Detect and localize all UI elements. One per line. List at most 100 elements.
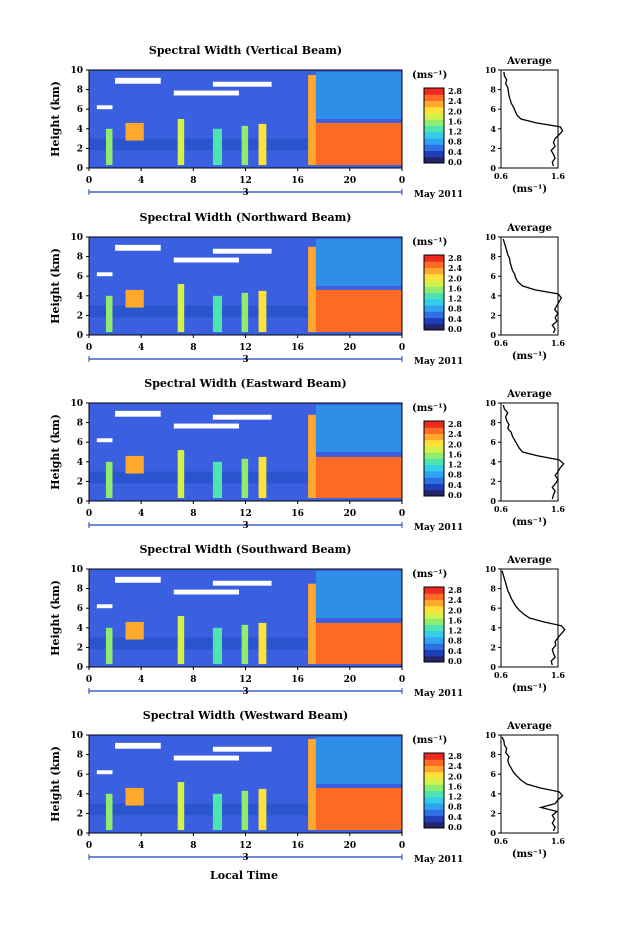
profile-frame bbox=[500, 734, 559, 834]
x-axis-label: Local Time bbox=[210, 869, 278, 882]
colorbar-swatch bbox=[424, 267, 444, 275]
colorbar-tick-label: 0.4 bbox=[448, 812, 462, 822]
profile-y-tick-label: 4 bbox=[490, 789, 496, 799]
data-gap bbox=[96, 105, 113, 110]
profile-y-tick-label: 4 bbox=[490, 457, 496, 467]
heatmap-cell bbox=[125, 289, 144, 308]
colorbar-tick-label: 0.0 bbox=[448, 157, 462, 167]
chart-panel-5: Spectral Width (Westward Beam) 0 2 4 6 8 10 Hei… bbox=[49, 709, 565, 865]
x-tick-label: 20 bbox=[344, 841, 357, 851]
colorbar-swatch bbox=[424, 655, 444, 663]
colorbar-swatch bbox=[424, 593, 444, 600]
date-label: May 2011 bbox=[414, 523, 463, 533]
y-tick-label: 0 bbox=[77, 497, 83, 507]
y-tick-label: 6 bbox=[77, 438, 83, 448]
profile-y-tick-label: 10 bbox=[485, 65, 497, 75]
profile-x-tick-label: 1.6 bbox=[551, 670, 565, 680]
day-marker: 3 bbox=[242, 521, 248, 531]
profile-frame bbox=[500, 69, 559, 169]
heatmap-cell bbox=[212, 128, 223, 166]
colorbar-tick-label: 1.2 bbox=[448, 460, 462, 470]
colorbar-swatch bbox=[424, 618, 444, 625]
colorbar-swatch bbox=[424, 759, 444, 766]
y-tick-label: 8 bbox=[77, 419, 83, 429]
colorbar-tick-label: 2.8 bbox=[448, 419, 462, 429]
colorbar-tick-label: 2.0 bbox=[448, 106, 462, 116]
y-tick-label: 10 bbox=[70, 66, 83, 76]
profile-y-tick-label: 2 bbox=[490, 476, 496, 486]
colorbar-swatch bbox=[424, 439, 444, 447]
profile-frame bbox=[500, 402, 559, 502]
profile-frame bbox=[500, 236, 559, 336]
y-tick-label: 4 bbox=[77, 458, 83, 468]
profile-x-label: (ms⁻¹) bbox=[512, 849, 547, 860]
x-tick-label: 20 bbox=[344, 675, 357, 685]
heatmap-cell bbox=[125, 122, 144, 141]
heatmap-cell bbox=[89, 138, 309, 151]
colorbar-swatch bbox=[424, 286, 444, 293]
colorbar-tick-label: 0.8 bbox=[448, 137, 462, 147]
profile-y-tick-label: 0 bbox=[490, 496, 496, 506]
x-tick-label: 0 bbox=[399, 841, 405, 851]
y-tick-label: 4 bbox=[77, 125, 83, 135]
profile-title: Average bbox=[506, 223, 552, 234]
colorbar-frame bbox=[423, 420, 445, 497]
colorbar-tick-label: 0.4 bbox=[448, 480, 462, 490]
panels-container: Spectral Width (Vertical Beam) 0 2 4 6 8 10 Hei… bbox=[49, 44, 566, 865]
x-tick-label: 20 bbox=[344, 176, 357, 186]
heatmap-cell bbox=[258, 788, 267, 831]
heatmap-cell bbox=[241, 624, 249, 665]
heatmap-cell bbox=[308, 246, 316, 333]
day-marker: 3 bbox=[242, 188, 248, 198]
data-gap bbox=[212, 580, 272, 586]
profile-y-tick-label: 10 bbox=[485, 564, 497, 574]
y-tick-label: 0 bbox=[77, 829, 83, 839]
heatmap-cell bbox=[241, 458, 249, 499]
date-label: May 2011 bbox=[414, 357, 463, 367]
y-tick-label: 6 bbox=[77, 770, 83, 780]
colorbar-swatch bbox=[424, 100, 444, 108]
colorbar-swatch bbox=[424, 489, 444, 497]
colorbar-tick-label: 1.6 bbox=[448, 283, 462, 293]
x-tick-label: 8 bbox=[190, 343, 196, 353]
colorbar-tick-label: 0.0 bbox=[448, 490, 462, 500]
y-tick-label: 10 bbox=[70, 731, 83, 741]
data-gap bbox=[173, 90, 239, 96]
colorbar-swatch bbox=[424, 458, 444, 466]
heatmap-cell bbox=[313, 456, 402, 499]
colorbar-tick-label: 2.8 bbox=[448, 585, 462, 595]
colorbar-swatch bbox=[424, 765, 444, 773]
x-tick-label: 16 bbox=[291, 343, 304, 353]
heatmap-cell bbox=[177, 616, 185, 665]
heatmap-cell bbox=[177, 119, 185, 166]
colorbar-tick-label: 0.8 bbox=[448, 636, 462, 646]
profile-x-tick-label: 0.6 bbox=[494, 836, 508, 846]
heatmap-cell bbox=[315, 404, 402, 452]
profile-y-tick-label: 6 bbox=[490, 104, 496, 114]
heatmap-cell bbox=[89, 803, 309, 816]
colorbar-swatch bbox=[424, 433, 444, 441]
colorbar-swatch bbox=[424, 796, 444, 804]
profile-x-tick-label: 1.6 bbox=[551, 504, 565, 514]
heatmap-cell bbox=[89, 637, 309, 650]
profile-frame bbox=[500, 568, 559, 668]
y-tick-label: 4 bbox=[77, 292, 83, 302]
heatmap-cell bbox=[313, 122, 402, 166]
chart-title: Spectral Width (Westward Beam) bbox=[143, 709, 348, 722]
heatmap-cell bbox=[258, 123, 267, 166]
profile-x-label: (ms⁻¹) bbox=[512, 184, 547, 195]
colorbar-swatch bbox=[424, 255, 444, 262]
y-axis-label: Height (km) bbox=[49, 746, 62, 822]
heatmap-cell bbox=[315, 71, 402, 119]
colorbar-swatch bbox=[424, 323, 444, 331]
colorbar-swatch bbox=[424, 273, 444, 281]
colorbar-swatch bbox=[424, 599, 444, 607]
colorbar-tick-label: 2.0 bbox=[448, 771, 462, 781]
colorbar-tick-label: 2.8 bbox=[448, 86, 462, 96]
y-axis-label: Height (km) bbox=[49, 248, 62, 324]
profile-title: Average bbox=[506, 56, 552, 67]
y-tick-label: 4 bbox=[77, 790, 83, 800]
y-tick-label: 2 bbox=[77, 809, 83, 819]
profile-line bbox=[502, 238, 563, 334]
colorbar-swatch bbox=[424, 778, 444, 785]
